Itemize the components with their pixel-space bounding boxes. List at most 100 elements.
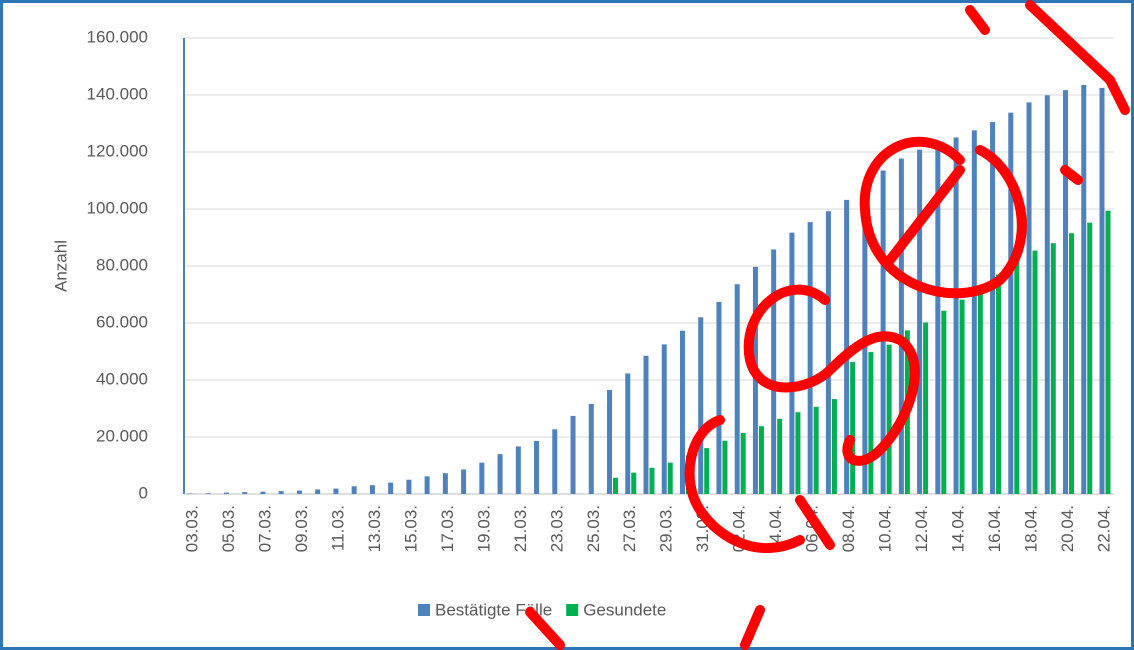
bar [704, 448, 710, 494]
bar [722, 440, 728, 494]
bar [789, 232, 795, 494]
y-tick-label: 20.000 [96, 426, 148, 445]
y-tick-label: 60.000 [96, 312, 148, 331]
y-tick-label: 160.000 [87, 27, 148, 46]
bar [795, 412, 801, 494]
x-tick-label: 07.03. [255, 505, 274, 552]
legend-label: Gesundete [583, 600, 666, 619]
legend-swatch [418, 604, 430, 616]
scribble [1060, 165, 1083, 185]
bar [1087, 222, 1093, 494]
bar [813, 406, 819, 494]
bar [716, 301, 722, 494]
bar [369, 485, 375, 494]
bar [1069, 233, 1075, 494]
bar [588, 403, 594, 494]
bar [734, 284, 740, 494]
bar [1008, 112, 1014, 495]
bar [187, 493, 193, 494]
x-tick-label: 03.03. [182, 505, 201, 552]
overlay-scribble [525, 0, 1130, 650]
x-tick-label: 18.04. [1022, 505, 1041, 552]
bar [959, 299, 965, 494]
legend-label: Bestätigte Fälle [435, 600, 552, 619]
bar [534, 440, 540, 494]
bar [205, 493, 211, 494]
scribble [743, 284, 920, 466]
bar [917, 149, 923, 494]
bar [296, 490, 302, 494]
bar [461, 469, 467, 494]
bar [424, 476, 430, 494]
bar [941, 310, 947, 494]
bar [667, 462, 673, 494]
bar [996, 274, 1002, 494]
bar [315, 489, 321, 494]
bar [552, 429, 558, 494]
bar [613, 477, 619, 494]
bar [351, 486, 357, 494]
bar [990, 122, 996, 494]
bar [1044, 95, 1050, 494]
bar [242, 492, 248, 494]
y-axis-label: Anzahl [51, 240, 70, 292]
x-tick-label: 09.03. [292, 505, 311, 552]
bar [935, 143, 941, 494]
x-tick-label: 08.04. [839, 505, 858, 552]
scribble [859, 136, 1027, 299]
x-tick-label: 21.03. [511, 505, 530, 552]
bar [1032, 250, 1038, 494]
bar [625, 373, 631, 494]
bar [1063, 90, 1069, 494]
x-tick-label: 12.04. [912, 505, 931, 552]
bar [758, 426, 764, 494]
bar [1081, 85, 1087, 495]
bar [886, 344, 892, 494]
x-tick-label: 05.03. [219, 505, 238, 552]
x-tick-label: 04.04. [766, 505, 785, 552]
bar [388, 482, 394, 494]
scribble [965, 0, 1130, 115]
x-tick-label: 10.04. [876, 505, 895, 552]
x-tick-label: 14.04. [949, 505, 968, 552]
x-tick-label: 15.03. [401, 505, 420, 552]
bar [844, 199, 850, 494]
bar [777, 418, 783, 494]
bar [923, 322, 929, 494]
bar [607, 389, 613, 494]
y-tick-label: 0 [139, 483, 148, 502]
bar [740, 433, 746, 494]
bar [570, 415, 576, 494]
x-tick-label: 17.03. [438, 505, 457, 552]
bar [698, 317, 704, 494]
x-tick-label: 19.03. [474, 505, 493, 552]
bar [971, 130, 977, 494]
bar [333, 488, 339, 494]
bar [643, 355, 649, 494]
scribble [684, 415, 835, 553]
bar [661, 344, 667, 494]
bar [1026, 102, 1032, 494]
x-tick-label: 16.04. [985, 505, 1004, 552]
bar [1099, 87, 1105, 494]
bar [497, 454, 503, 494]
y-tick-label: 80.000 [96, 255, 148, 274]
bar [479, 462, 485, 494]
bar [649, 467, 655, 494]
x-tick-label: 27.03. [620, 505, 639, 552]
x-tick-label: 13.03. [365, 505, 384, 552]
y-tick-label: 100.000 [87, 198, 148, 217]
bar [631, 472, 637, 494]
bar [825, 211, 831, 494]
x-tick-label: 11.03. [328, 505, 347, 551]
bar [260, 491, 266, 494]
x-tick-label: 20.04. [1058, 505, 1077, 552]
x-tick-label: 23.03. [547, 505, 566, 552]
y-tick-label: 120.000 [87, 141, 148, 160]
bar [223, 492, 229, 494]
bar [898, 158, 904, 494]
bar [868, 352, 874, 494]
bar [679, 330, 685, 494]
bar [515, 446, 521, 494]
scribble [525, 605, 765, 650]
